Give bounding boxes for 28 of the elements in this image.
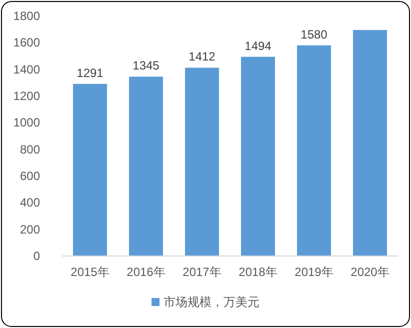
bar [353, 30, 387, 256]
data-label: 1494 [244, 38, 272, 53]
y-tick-label: 400 [20, 196, 40, 210]
x-tick-label: 2016年 [126, 265, 166, 279]
bar [129, 76, 163, 256]
data-label: 1291 [76, 66, 104, 80]
x-tick-label: 2018年 [238, 265, 278, 279]
bar [185, 68, 219, 256]
data-label: 1345 [132, 58, 160, 73]
x-tick-label: 2020年 [350, 265, 390, 279]
y-tick-label: 0 [33, 249, 40, 263]
y-tick-label: 600 [20, 169, 40, 183]
y-tick-label: 1200 [13, 89, 40, 103]
y-tick-label: 800 [20, 142, 40, 156]
x-tick-label: 2019年 [294, 265, 334, 279]
x-tick-label: 2015年 [70, 265, 110, 279]
data-label: 1580 [300, 27, 328, 42]
bar [73, 84, 107, 256]
y-tick-label: 1000 [13, 116, 40, 130]
x-tick-label: 2017年 [182, 265, 222, 279]
bar [297, 45, 331, 256]
y-tick-label: 1600 [13, 36, 40, 50]
y-tick-label: 200 [20, 222, 40, 236]
data-label: 1412 [188, 50, 216, 64]
y-tick-label: 1800 [13, 9, 40, 23]
y-tick-label: 1400 [13, 62, 40, 76]
bar [241, 56, 275, 256]
legend-label: 市场规模，万美元 [164, 295, 260, 309]
